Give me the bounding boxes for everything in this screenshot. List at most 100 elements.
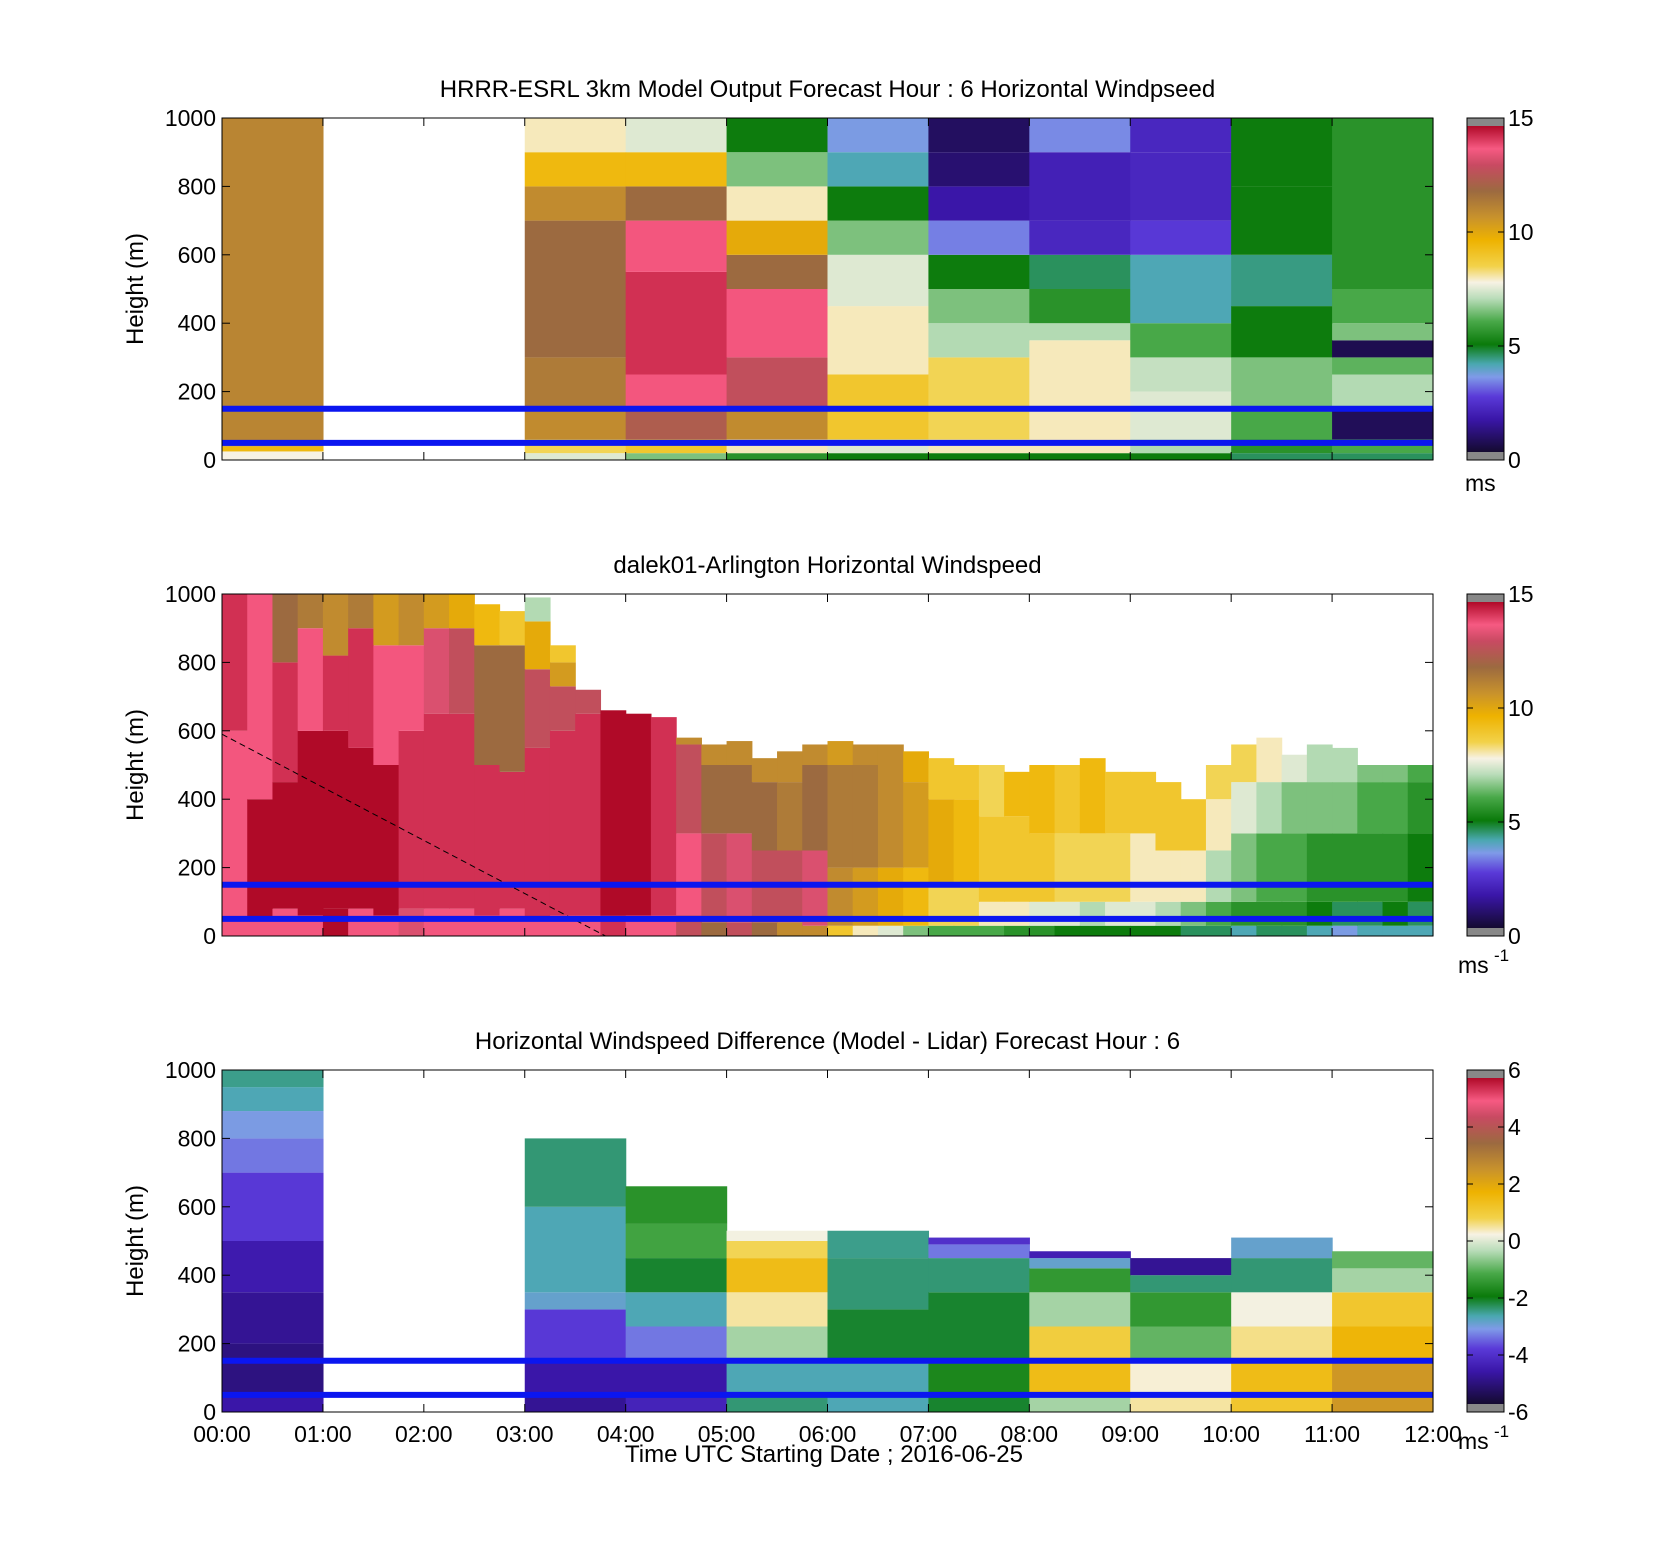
heatmap-cell: [423, 908, 450, 936]
heatmap-cell: [726, 357, 829, 409]
heatmap-cell: [625, 118, 728, 153]
heatmap-cell: [1306, 744, 1333, 783]
heatmap-cell: [827, 741, 854, 765]
heatmap-cell: [1357, 765, 1384, 783]
heatmap-cell: [978, 901, 1005, 926]
heatmap-cell: [524, 1309, 627, 1361]
heatmap-cell: [726, 289, 829, 358]
colorbar-unit-exponent: -1: [1494, 1422, 1509, 1441]
heatmap-cell: [1105, 833, 1131, 902]
y-tick-label: 800: [178, 1125, 216, 1151]
heatmap-cell: [726, 453, 829, 460]
heatmap-cell: [903, 782, 930, 868]
heatmap-cell: [1231, 1360, 1333, 1395]
heatmap-cell: [827, 220, 930, 255]
colorbar-frame: [1466, 593, 1505, 937]
heatmap-cell: [827, 118, 930, 153]
y-tick-label: 1000: [165, 1057, 216, 1083]
heatmap-cell: [1029, 453, 1131, 460]
heatmap-cell: [449, 908, 475, 936]
heatmap-cell: [1180, 850, 1207, 902]
colorbar-tick-label: 5: [1508, 333, 1521, 359]
heatmap-cell: [1306, 901, 1333, 926]
heatmap-cell: [928, 1394, 1030, 1412]
heatmap-cell: [1332, 374, 1434, 409]
colorbar-tick-label: 6: [1508, 1057, 1521, 1083]
heatmap-cell: [726, 186, 829, 221]
colorbar-gradient: [1467, 126, 1504, 452]
heatmap-cell: [1231, 1258, 1333, 1293]
heatmap-cell: [928, 758, 955, 800]
x-tick-label: 04:00: [597, 1421, 655, 1447]
y-tick-label: 0: [203, 1399, 216, 1425]
x-tick-label: 02:00: [395, 1421, 453, 1447]
heatmap-cell: [928, 152, 1030, 187]
colorbar-tick-label: 5: [1508, 809, 1521, 835]
panel-1: 0 200 400 600 800 1000 HRRR-ESRL 3km Model Out…: [122, 76, 1534, 496]
y-tick-label: 600: [178, 242, 216, 268]
heatmap-cell: [726, 408, 829, 440]
heatmap-cell: [1306, 925, 1333, 936]
heatmap-cell: [802, 744, 829, 765]
heatmap-cell: [1281, 925, 1308, 936]
heatmap-cell: [1205, 850, 1232, 902]
heatmap-cell: [726, 1360, 829, 1395]
heatmap-cell: [1332, 1268, 1434, 1293]
y-tick-label: 1000: [165, 105, 216, 131]
heatmap-cell: [474, 645, 501, 765]
heatmap-cell: [751, 782, 778, 851]
heatmap-cell: [1130, 118, 1232, 153]
y-tick-label: 800: [178, 649, 216, 675]
heatmap-cell: [726, 1292, 829, 1327]
panel-title: HRRR-ESRL 3km Model Output Forecast Hour…: [440, 76, 1215, 103]
heatmap-cell: [928, 453, 1030, 460]
heatmap-cell: [524, 1360, 627, 1395]
colorbar-over-cap: [1467, 594, 1504, 602]
heatmap-cell: [322, 908, 349, 936]
heatmap-cell: [524, 597, 551, 622]
heatmap-cell: [928, 323, 1030, 358]
heatmap-cell: [222, 446, 324, 452]
heatmap-cell: [903, 751, 930, 783]
heatmap-cell: [625, 1360, 728, 1395]
heatmap-cell: [1130, 1394, 1232, 1412]
heatmap-cell: [1079, 901, 1106, 926]
colorbar: -6 -4 -2 0 2 4 6 ms -1: [1458, 1057, 1529, 1454]
heatmap-cell: [928, 186, 1030, 221]
heatmap-cell: [1130, 925, 1157, 936]
heatmap-cell: [524, 357, 627, 409]
heatmap-cell: [1231, 1326, 1333, 1361]
heatmap-cell: [625, 1292, 728, 1327]
heatmap-cell: [953, 925, 980, 936]
heatmap-cell: [928, 1292, 1030, 1361]
heatmap-cell: [1231, 1292, 1333, 1327]
heatmap-cell: [1357, 901, 1384, 926]
heatmap-cell: [827, 306, 930, 375]
heatmap-cell: [625, 271, 728, 375]
x-tick-label: 10:00: [1202, 1421, 1260, 1447]
heatmap-cell: [1029, 1258, 1131, 1269]
heatmap-cell: [1407, 765, 1434, 783]
colorbar-gradient: [1467, 602, 1504, 928]
heatmap-cell: [1029, 1268, 1131, 1293]
heatmap-cell: [827, 1394, 930, 1412]
heatmap-cell: [247, 594, 274, 800]
heatmap-cell: [676, 737, 702, 745]
colorbar-tick-label: 10: [1508, 695, 1534, 721]
heatmap-cell: [827, 186, 930, 221]
heatmap-cell: [1130, 1275, 1232, 1293]
heatmap-cell: [1205, 925, 1232, 936]
heatmap-cell: [726, 118, 829, 153]
heatmap-cell: [928, 220, 1030, 255]
heatmap-cell: [272, 782, 299, 909]
panel-3: 00:00 01:00 02:00 03:00 04:00 05:00 06:00 07:00…: [122, 1028, 1529, 1454]
heatmap-cell: [701, 833, 728, 923]
heatmap-cell: [1332, 1360, 1434, 1395]
heatmap-cell: [1407, 925, 1434, 936]
colorbar-gradient: [1467, 1078, 1504, 1404]
heatmap-cell: [1130, 152, 1232, 221]
heatmap-cell: [701, 744, 728, 765]
heatmap-cell: [1029, 289, 1131, 324]
heatmap-cell: [1332, 340, 1434, 358]
